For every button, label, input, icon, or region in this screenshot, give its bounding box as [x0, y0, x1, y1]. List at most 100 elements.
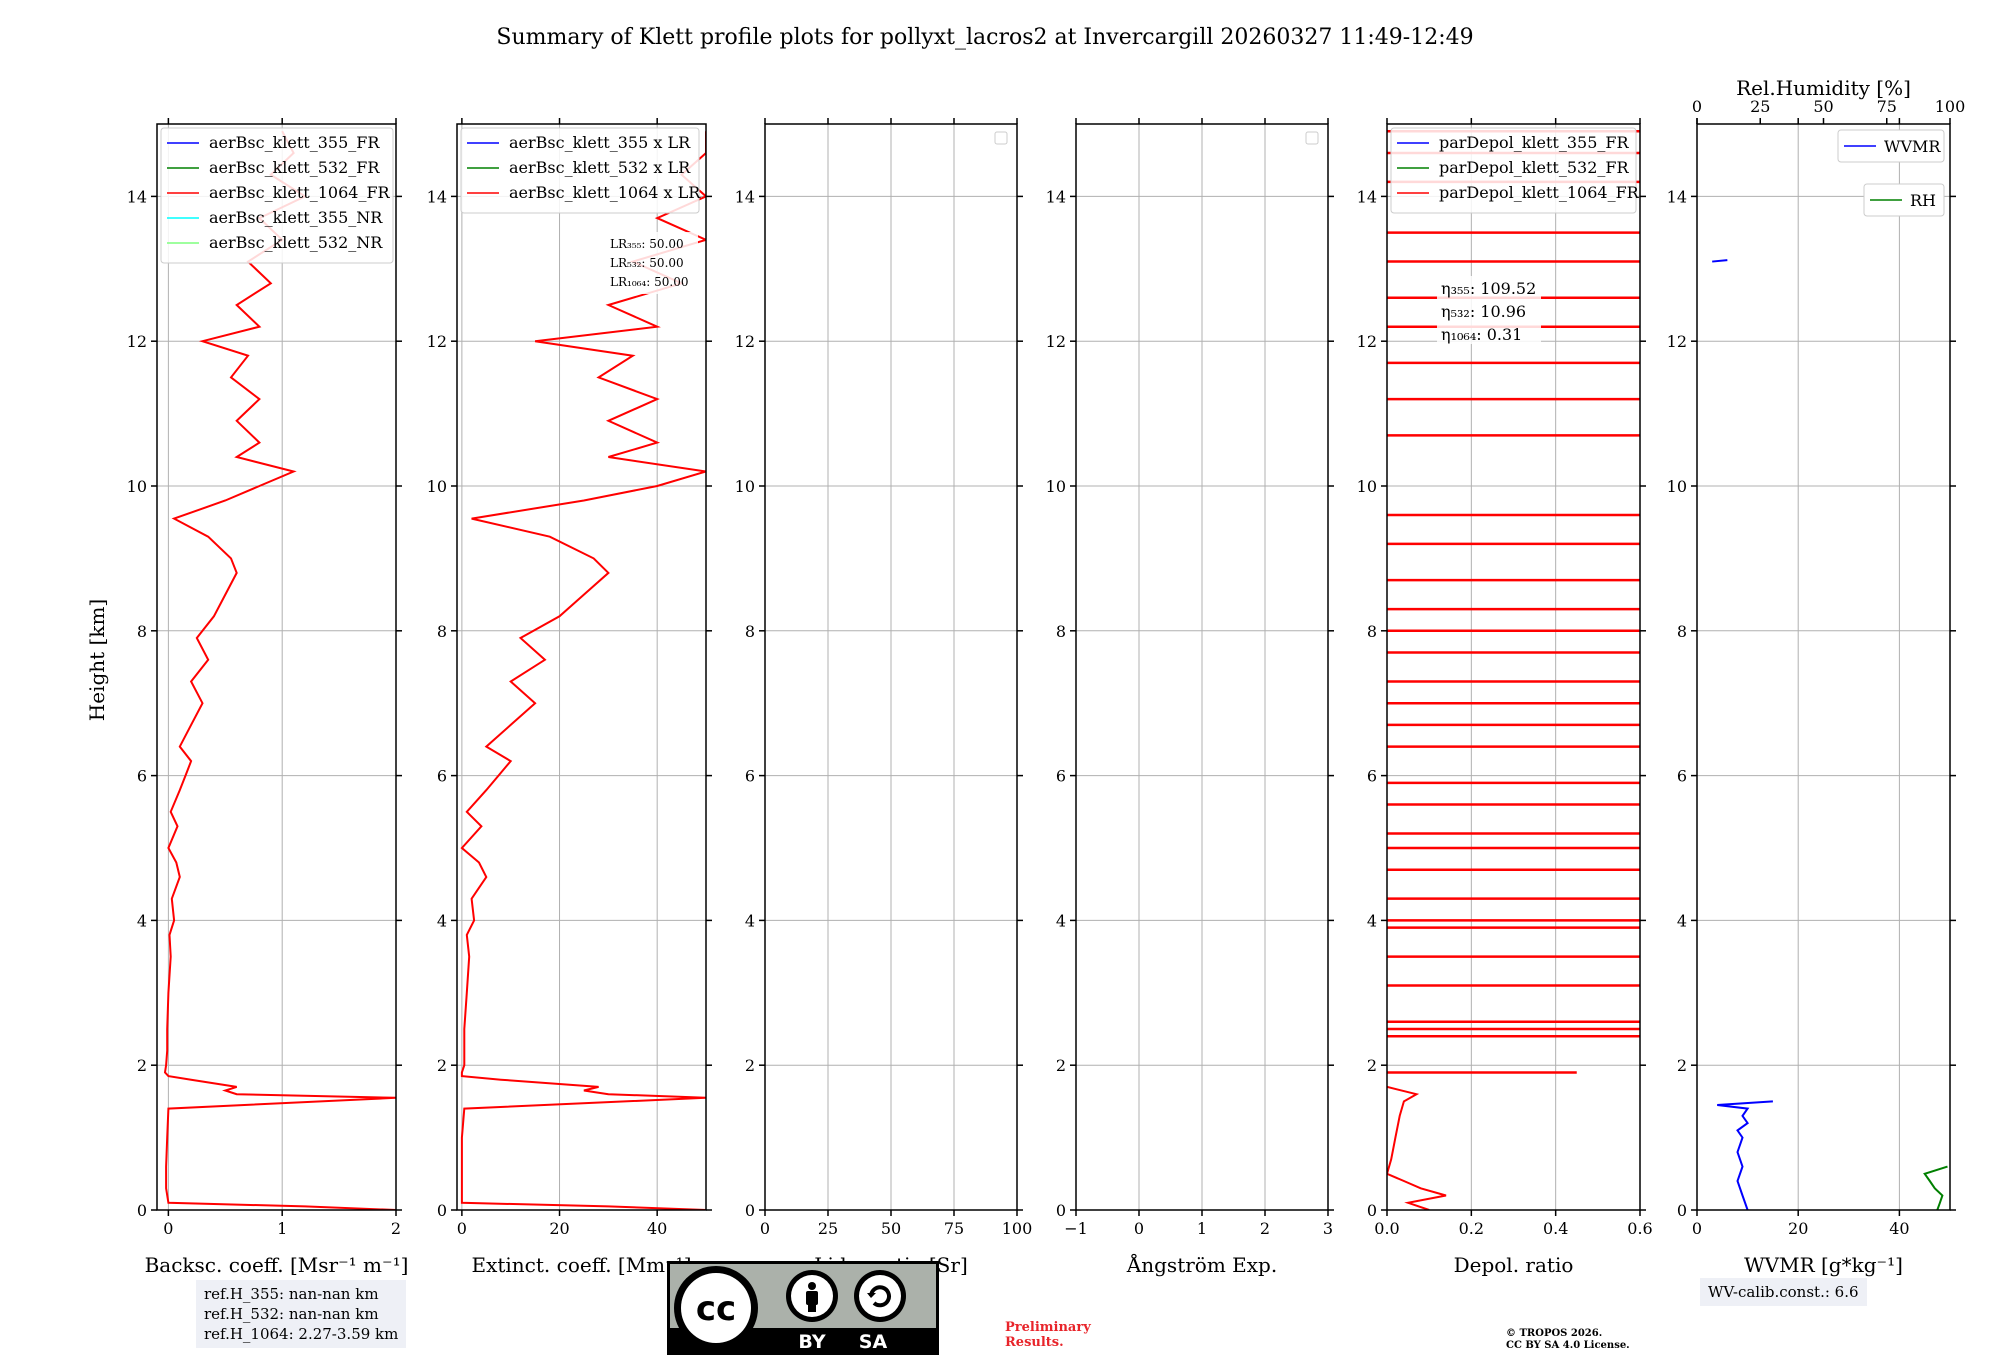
- y-tick-label: 0: [137, 1201, 147, 1220]
- y-tick-label: 2: [437, 1056, 447, 1075]
- y-tick-label: 6: [1677, 767, 1687, 786]
- y-tick-label: 2: [1056, 1056, 1066, 1075]
- x-tick-label: 2: [391, 1219, 401, 1238]
- y-tick-label: 4: [1056, 911, 1066, 930]
- series-group: [1712, 259, 1948, 1210]
- y-tick-label: 10: [1046, 477, 1066, 496]
- axes-frame: [1696, 123, 1951, 1211]
- x-tick-label: −1: [1064, 1219, 1088, 1238]
- series-line-WVMR: [1717, 1100, 1773, 1210]
- cc-sa-label: SA: [859, 1331, 888, 1353]
- top-x-tick-label: 0: [1692, 97, 1702, 116]
- series-group: [163, 130, 396, 1210]
- x-axis-label: Backsc. coeff. [Msr⁻¹ m⁻¹]: [145, 1253, 409, 1277]
- figure-title: Summary of Klett profile plots for polly…: [496, 25, 1473, 50]
- y-tick-label: 8: [1677, 622, 1687, 641]
- y-tick-label: 14: [427, 187, 447, 206]
- x-axis-label: Depol. ratio: [1454, 1253, 1574, 1277]
- x-tick-label: 0: [457, 1219, 467, 1238]
- legend-label: aerBsc_klett_355_NR: [209, 208, 383, 227]
- top-x-tick-label: 25: [1750, 97, 1770, 116]
- y-tick-label: 10: [127, 477, 147, 496]
- axes-frame: [764, 123, 1018, 1211]
- y-tick-label: 14: [1667, 187, 1687, 206]
- ref-height-532: ref.H_532: nan-nan km: [204, 1305, 379, 1323]
- x-tick-label: 40: [647, 1219, 667, 1238]
- lr-label: LR₅₃₂: 50.00: [610, 256, 684, 270]
- x-tick-label: 0.2: [1459, 1219, 1484, 1238]
- x-tick-label: 0.0: [1374, 1219, 1399, 1238]
- cc-by-label: BY: [798, 1331, 825, 1353]
- lr-label-box: [606, 232, 698, 294]
- y-tick-label: 4: [437, 911, 447, 930]
- y-tick-label: 6: [745, 767, 755, 786]
- y-tick-label: 2: [1677, 1056, 1687, 1075]
- legend-label: RH: [1910, 191, 1936, 210]
- panel-ext: 0 20 40 0 2 4 6 8 10 12 14 Extinct. coeff. [Mm⁻¹] ae…: [427, 118, 712, 1277]
- copyright-note: © TROPOS 2026. CC BY SA 4.0 License.: [1506, 1328, 1630, 1352]
- empty-legend-box: [994, 131, 1008, 145]
- x-tick-label: 100: [1002, 1219, 1033, 1238]
- axes-frame: [1075, 123, 1329, 1211]
- legend-label: aerBsc_klett_532_FR: [209, 158, 380, 177]
- legend-box: [460, 127, 700, 214]
- y-tick-label: 2: [1367, 1056, 1377, 1075]
- legend-box: [160, 127, 394, 264]
- legend-label: parDepol_klett_1064_FR: [1439, 183, 1640, 202]
- wvmr-fragment: [1712, 259, 1728, 263]
- x-tick-label: 0.6: [1627, 1219, 1652, 1238]
- x-tick-label: 3: [1323, 1219, 1333, 1238]
- x-tick-label: 25: [818, 1219, 838, 1238]
- y-tick-label: 6: [137, 767, 147, 786]
- y-tick-label: 4: [137, 911, 147, 930]
- legend-box: [1390, 127, 1637, 214]
- axes-frame: [1386, 123, 1641, 1211]
- axes-frame: [156, 123, 397, 1211]
- y-tick-label: 14: [735, 187, 755, 206]
- legend-label: parDepol_klett_532_FR: [1439, 158, 1630, 177]
- y-tick-label: 10: [1357, 477, 1377, 496]
- cc-icon: [681, 1273, 751, 1343]
- wv-calib-constant: WV-calib.const.: 6.6: [1708, 1283, 1859, 1301]
- y-tick-label: 8: [1056, 622, 1066, 641]
- panel-lr: 025507510002468101214Lidar ratio [Sr]: [735, 118, 1033, 1277]
- x-axis-label: WVMR [g*kg⁻¹]: [1744, 1253, 1903, 1277]
- legend-label: parDepol_klett_355_FR: [1439, 133, 1630, 152]
- y-tick-label: 10: [1667, 477, 1687, 496]
- y-tick-label: 8: [437, 622, 447, 641]
- y-tick-label: 0: [1367, 1201, 1377, 1220]
- top-x-tick-label: 50: [1813, 97, 1833, 116]
- y-tick-label: 8: [137, 622, 147, 641]
- top-x-tick-label: 75: [1877, 97, 1897, 116]
- x-tick-label: 1: [1197, 1219, 1207, 1238]
- legend-box: [1837, 129, 1945, 163]
- legend-label: aerBsc_klett_1064 x LR: [509, 183, 701, 202]
- ref-height-355: ref.H_355: nan-nan km: [204, 1285, 379, 1303]
- x-tick-label: 75: [944, 1219, 964, 1238]
- y-tick-label: 4: [1367, 911, 1377, 930]
- panel-depol: 0.0 0.2 0.4 0.6 0 2 4 6 8 10 12 14 Depol. ratio parDe…: [1357, 118, 1653, 1277]
- x-tick-label: 0: [760, 1219, 770, 1238]
- empty-legend-box: [1305, 131, 1319, 145]
- lr-label: LR₃₅₅: 50.00: [610, 237, 684, 251]
- x-axis-label: Ångström Exp.: [1126, 1252, 1277, 1277]
- panel-wv: 0 20 40 0 2 4 6 8 10 12 14 WVMR [g*kg⁻¹] 0 25 50 75 100 R…: [1667, 76, 1966, 1277]
- x-tick-label: 1: [277, 1219, 287, 1238]
- x-tick-label: 20: [1788, 1219, 1808, 1238]
- series-line-aerBsc_klett_1064_FR: [163, 130, 396, 1210]
- y-tick-label: 12: [1357, 332, 1377, 351]
- legend-label: WVMR: [1884, 137, 1941, 156]
- eta-label: η₅₃₂: 10.96: [1441, 302, 1526, 321]
- preliminary-note: Preliminary Results.: [1005, 1320, 1091, 1350]
- series-line-RH: [1923, 1165, 1948, 1210]
- y-tick-label: 14: [1046, 187, 1066, 206]
- cc-icon-letters: cc: [696, 1289, 736, 1329]
- x-tick-label: 2: [1260, 1219, 1270, 1238]
- legend-box: [1863, 183, 1945, 217]
- legend-label: aerBsc_klett_1064_FR: [209, 183, 391, 202]
- top-x-axis-label: Rel.Humidity [%]: [1736, 76, 1911, 100]
- y-tick-label: 2: [137, 1056, 147, 1075]
- legend-label: aerBsc_klett_355_FR: [209, 133, 380, 152]
- y-axis-label: Height [km]: [85, 599, 109, 721]
- y-tick-label: 8: [745, 622, 755, 641]
